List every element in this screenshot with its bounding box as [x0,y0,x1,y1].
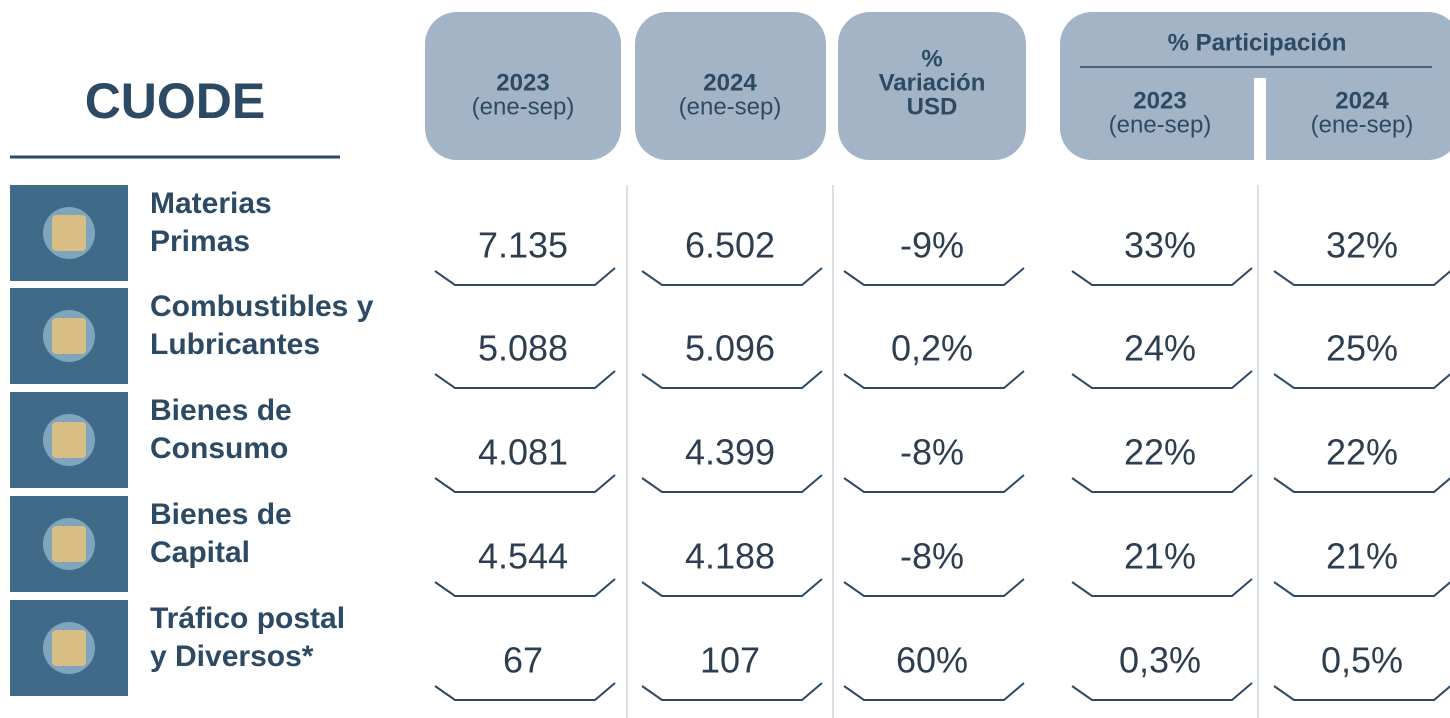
cell-value: 67 [503,640,543,681]
cell-underline [434,682,616,701]
icon-detail [52,630,86,666]
cell-underline [641,682,823,701]
icon-detail [52,526,86,562]
cell-underline [843,578,1025,597]
cell-value: 6.502 [685,225,775,266]
cell-value: 21% [1124,536,1196,577]
row-label: Combustibles y [150,290,374,323]
cell-value: 7.135 [478,225,568,266]
cell-underline [1273,581,1450,597]
cell-value: 107 [700,640,760,681]
header-gap [1254,78,1266,163]
header-period: (ene-sep) [679,93,782,120]
icon-detail [52,318,86,354]
participation-title: % Participación [1168,29,1347,56]
icon-detail [52,215,86,251]
cell-value: -8% [900,536,964,577]
cell-value: 5.088 [478,328,568,369]
cell-underline [843,474,1025,493]
cell-value: 0,5% [1321,640,1403,681]
row-label: Primas [150,225,250,258]
cell-value: 4.188 [685,536,775,577]
header-year: 2024 [1335,87,1389,114]
cell-value: 5.096 [685,328,775,369]
cell-underline [641,578,823,597]
cell-underline [843,370,1025,389]
cell-value: 24% [1124,328,1196,369]
cell-value: -9% [900,225,964,266]
row-label: Capital [150,536,250,569]
cell-underline [1071,267,1253,286]
cell-value: 60% [896,640,968,681]
header-label: USD [907,93,958,120]
cell-underline [434,578,616,597]
header-period: (ene-sep) [1311,111,1414,138]
cell-underline [1273,685,1450,701]
header-pill [635,12,826,160]
cell-underline [1273,373,1450,389]
cell-underline [1071,682,1253,701]
header-pill [838,12,1026,160]
row-label: Consumo [150,432,288,465]
header-pill [1234,78,1254,160]
cell-underline [1071,578,1253,597]
header-period: (ene-sep) [1109,111,1212,138]
cell-value: 25% [1326,328,1398,369]
row-label: y Diversos* [150,640,314,673]
cell-underline [434,370,616,389]
cell-underline [1273,477,1450,493]
cell-value: 32% [1326,225,1398,266]
header-year: 2024 [703,69,757,96]
cell-underline [641,267,823,286]
cell-value: 4.544 [478,536,568,577]
cell-value: -8% [900,432,964,473]
cell-underline [1071,370,1253,389]
header-year: 2023 [496,69,549,96]
header-label: % [921,45,942,72]
header-period: (ene-sep) [472,93,575,120]
cell-value: 22% [1124,432,1196,473]
cell-value: 21% [1326,536,1398,577]
cell-value: 4.399 [685,432,775,473]
cell-value: 33% [1124,225,1196,266]
cell-underline [843,682,1025,701]
row-label: Bienes de [150,394,292,427]
row-label: Tráfico postal [150,602,345,635]
title: CUODE [85,73,266,129]
cell-value: 4.081 [478,432,568,473]
header-year: 2023 [1133,87,1186,114]
cell-value: 22% [1326,432,1398,473]
cell-value: 0,2% [891,328,973,369]
cell-value: 0,3% [1119,640,1201,681]
header-pill [425,12,621,160]
cell-underline [434,474,616,493]
cell-underline [641,474,823,493]
row-label: Bienes de [150,498,292,531]
cell-underline [843,267,1025,286]
icon-detail [52,422,86,458]
cell-underline [1273,270,1450,286]
cell-underline [641,370,823,389]
cell-underline [1071,474,1253,493]
cell-underline [434,267,616,286]
row-label: Lubricantes [150,328,320,361]
row-label: Materias [150,187,272,220]
header-label: Variación [879,69,986,96]
